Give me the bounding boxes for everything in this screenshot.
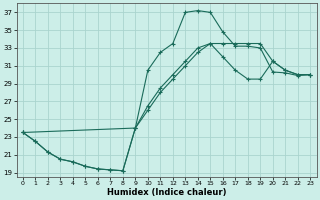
X-axis label: Humidex (Indice chaleur): Humidex (Indice chaleur) <box>107 188 226 197</box>
